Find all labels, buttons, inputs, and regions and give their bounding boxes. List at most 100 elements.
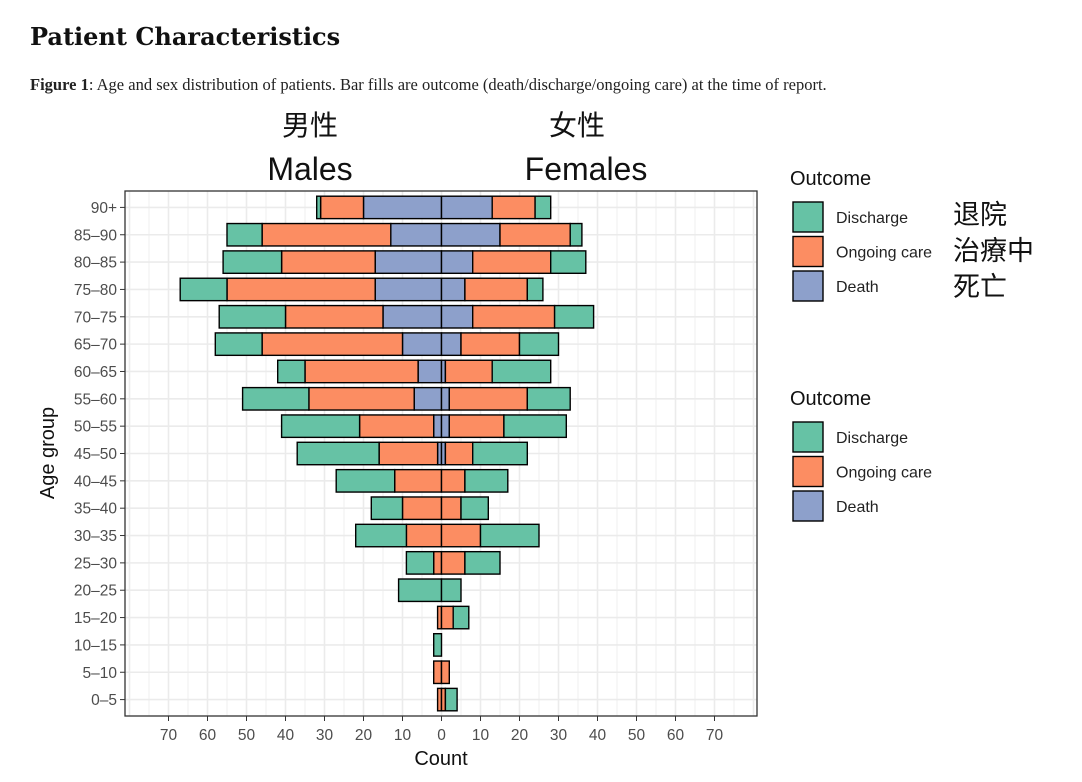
males-en-header: Males	[267, 151, 352, 187]
x-tick-label: 30	[550, 727, 568, 744]
bar-males-ongoing-care	[378, 441, 439, 466]
bar-females-death	[440, 386, 451, 411]
bar-males-ongoing-care	[405, 523, 443, 548]
x-tick-label: 0	[437, 727, 446, 744]
bar-males-ongoing-care	[358, 414, 435, 439]
bar-males-death	[390, 222, 443, 247]
bars-layer	[179, 195, 595, 712]
females-en-header: Females	[525, 151, 648, 187]
bar-females-ongoing-care	[448, 414, 505, 439]
bar-males-discharge	[280, 414, 361, 439]
bar-males-death	[362, 195, 443, 220]
y-tick-label: 40–45	[74, 473, 117, 490]
bar-females-discharge	[444, 687, 458, 712]
bar-females-ongoing-care	[440, 496, 462, 521]
bar-males-discharge	[241, 386, 310, 411]
bar-males-discharge	[218, 304, 287, 329]
bar-females-discharge	[526, 386, 571, 411]
bar-females-death	[440, 250, 474, 275]
legend-label-ongoing-care: Ongoing care	[836, 245, 932, 262]
bar-females-discharge	[491, 359, 552, 384]
legend-1: Outcome Discharge Ongoing care Death	[790, 168, 932, 302]
males-jp-header: 男性	[282, 109, 338, 142]
x-tick-label: 60	[199, 727, 217, 744]
jp-death-label: 死亡	[953, 272, 1007, 303]
bar-females-ongoing-care	[444, 441, 474, 466]
bar-females-discharge	[518, 332, 560, 357]
bar-males-death	[382, 304, 443, 329]
legend-swatch-discharge	[792, 421, 824, 453]
y-tick-label: 50–55	[74, 419, 117, 436]
bar-males-death	[401, 332, 443, 357]
bar-males-discharge	[397, 578, 443, 603]
bar-females-ongoing-care	[472, 304, 556, 329]
legend-swatch-ongoing-care	[792, 235, 824, 268]
bar-males-discharge	[179, 277, 228, 302]
x-tick-label: 60	[667, 727, 685, 744]
bar-females-ongoing-care	[491, 195, 536, 220]
bar-females-ongoing-care	[440, 605, 454, 630]
y-tick-label: 70–75	[74, 309, 117, 326]
x-tick-label: 30	[316, 727, 334, 744]
y-tick-labels: 0–5 5–10 10–15 15–20 20–25 25–30 30–35 35–40 40–…	[74, 200, 125, 709]
legend-title: Outcome	[790, 388, 871, 410]
bar-males-discharge	[226, 222, 263, 247]
y-tick-label: 0–5	[91, 692, 117, 709]
y-tick-label: 65–70	[74, 337, 117, 354]
bar-males-discharge	[316, 195, 322, 220]
y-tick-label: 75–80	[74, 282, 117, 299]
bar-females-discharge	[526, 277, 544, 302]
bar-males-discharge	[335, 468, 396, 493]
bar-males-discharge	[405, 550, 435, 575]
bar-males-discharge	[296, 441, 380, 466]
bar-females-death	[440, 222, 501, 247]
y-tick-label: 90+	[91, 200, 117, 217]
y-tick-label: 55–60	[74, 391, 117, 408]
figure-label: Figure 1	[30, 75, 89, 94]
x-axis-label: Count	[414, 748, 468, 770]
bar-females-discharge	[464, 550, 501, 575]
bar-males-ongoing-care	[261, 332, 404, 357]
bar-males-ongoing-care	[280, 250, 376, 275]
bar-males-discharge	[355, 523, 408, 548]
bar-males-ongoing-care	[433, 660, 443, 685]
y-tick-label: 85–90	[74, 227, 117, 244]
legend-label-discharge: Discharge	[836, 430, 908, 447]
legend-label-ongoing-care: Ongoing care	[836, 465, 932, 482]
bar-females-ongoing-care	[444, 359, 493, 384]
x-tick-label: 40	[277, 727, 295, 744]
legend-label-discharge: Discharge	[836, 210, 908, 227]
bar-females-discharge	[472, 441, 529, 466]
bar-females-discharge	[440, 578, 462, 603]
legend-title: Outcome	[790, 168, 871, 190]
legend-jp-annotations: 退院 治療中 死亡	[953, 200, 1034, 303]
x-tick-label: 50	[238, 727, 256, 744]
x-tick-label: 70	[160, 727, 178, 744]
bar-males-ongoing-care	[319, 195, 365, 220]
bar-males-ongoing-care	[304, 359, 419, 384]
y-tick-label: 45–50	[74, 446, 117, 463]
bar-males-death	[417, 359, 443, 384]
bar-males-ongoing-care	[308, 386, 415, 411]
bar-males-discharge	[222, 250, 283, 275]
x-tick-label: 20	[511, 727, 529, 744]
bar-males-ongoing-care	[401, 496, 443, 521]
bar-females-discharge	[534, 195, 552, 220]
y-tick-label: 30–35	[74, 528, 117, 545]
legend-swatch-death	[792, 490, 824, 522]
bar-females-discharge	[464, 468, 509, 493]
bar-females-ongoing-care	[440, 660, 451, 685]
bar-females-death	[440, 304, 474, 329]
legend-label-death: Death	[836, 499, 879, 516]
bar-females-ongoing-care	[440, 550, 466, 575]
y-axis-label: Age group	[37, 407, 59, 499]
bar-females-death	[440, 332, 462, 357]
y-tick-label: 15–20	[74, 610, 117, 627]
bar-males-discharge	[214, 332, 263, 357]
bar-males-death	[433, 414, 443, 439]
bar-females-death	[440, 414, 451, 439]
y-tick-label: 60–65	[74, 364, 117, 381]
bar-males-ongoing-care	[284, 304, 384, 329]
y-tick-label: 5–10	[83, 665, 118, 682]
bar-females-discharge	[553, 304, 595, 329]
